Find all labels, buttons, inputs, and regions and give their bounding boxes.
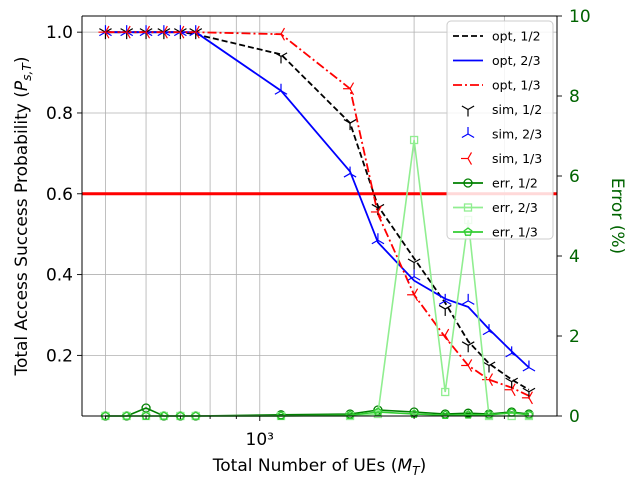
data-point (122, 411, 132, 420)
legend-label: sim, 1/3 (492, 151, 542, 166)
legend-entry: err, 2/3 (453, 200, 538, 215)
data-point (407, 288, 419, 302)
data-point (156, 25, 168, 39)
data-point (141, 411, 151, 420)
y-tick-label-left: 1.0 (46, 23, 73, 43)
legend-label: opt, 1/2 (492, 29, 541, 44)
legend-box (446, 20, 554, 240)
series-line (105, 407, 529, 417)
legend-marker (461, 152, 473, 165)
y-tick-label-right: 8 (569, 87, 580, 107)
legend-label: err, 2/3 (492, 200, 538, 215)
data-point (461, 341, 475, 353)
y-axis-label-right: Error (%) (607, 178, 627, 254)
legend-entry: err, 1/3 (453, 225, 538, 240)
y-tick-label-left: 0.8 (46, 104, 73, 124)
data-point (463, 409, 473, 419)
legend-entry: sim, 2/3 (461, 127, 542, 142)
legend-entry: opt, 2/3 (453, 53, 541, 68)
data-point (524, 409, 534, 419)
y-axis-label-left: Total Access Success Probability (Ps,T​) (12, 56, 34, 376)
legend-entry: opt, 1/3 (453, 78, 541, 93)
y-tick-label-right: 6 (569, 167, 580, 187)
data-point (373, 409, 383, 419)
legend-marker (463, 227, 473, 236)
axes: 10³ 0.2 0.4 0.6 0.8 1.0 0 2 4 6 8 10 Total Number of… (12, 7, 627, 478)
y-tick-label-right: 0 (569, 407, 580, 427)
data-point (276, 411, 286, 420)
data-point (505, 346, 519, 358)
data-point (461, 293, 475, 305)
legend-entry: opt, 1/2 (453, 29, 541, 44)
data-point (482, 324, 496, 336)
legend-marker (461, 105, 475, 117)
y-tick-label-left: 0.6 (46, 185, 73, 205)
data-point (441, 387, 450, 397)
data-point (274, 52, 288, 64)
x-tick-label: 10³ (246, 430, 274, 450)
data-point (173, 25, 185, 39)
legend-label: err, 1/2 (492, 176, 538, 191)
legend-label: sim, 1/2 (492, 102, 542, 117)
data-point (370, 205, 382, 219)
data-point (273, 27, 286, 41)
data-point (98, 25, 110, 39)
data-point (407, 269, 421, 281)
data-point (409, 135, 419, 145)
legend-marker (461, 127, 475, 139)
data-point (371, 233, 385, 245)
data-point (188, 25, 200, 39)
data-point (191, 411, 201, 420)
data-point (100, 411, 111, 420)
y-tick-label-right: 2 (569, 327, 580, 347)
data-point (438, 328, 450, 342)
data-point (521, 391, 533, 405)
series-4 (99, 28, 536, 399)
y-tick-label-left: 0.4 (46, 266, 73, 286)
legend-label: opt, 2/3 (492, 53, 541, 68)
data-point (345, 410, 355, 420)
data-point (343, 82, 355, 96)
legend: opt, 1/2 opt, 2/3 opt, 1/3 sim, 1/2 sim, 2/3… (446, 20, 554, 240)
x-axis-label: Total Number of UEs (MT​) (212, 456, 426, 478)
data-point (522, 360, 536, 372)
data-point (504, 383, 516, 397)
data-point (484, 409, 494, 419)
data-point (505, 377, 519, 389)
data-point (461, 359, 473, 372)
legend-entry: err, 1/2 (453, 176, 538, 191)
data-point (438, 293, 452, 305)
data-point (175, 411, 185, 420)
data-point (407, 258, 421, 270)
data-point (343, 119, 357, 131)
legend-marker (463, 203, 473, 212)
legend-entry: sim, 1/3 (461, 151, 542, 166)
data-point (440, 410, 450, 420)
y-tick-label-right: 4 (569, 247, 580, 267)
legend-label: sim, 2/3 (492, 127, 542, 142)
data-point (159, 411, 169, 420)
y-tick-label-right: 10 (569, 7, 591, 27)
legend-entry: sim, 1/2 (461, 102, 542, 117)
data-point (373, 407, 383, 416)
data-point (274, 83, 288, 95)
legend-marker (463, 178, 473, 188)
data-point (139, 25, 151, 39)
legend-label: err, 1/3 (492, 225, 538, 240)
y-tick-label-left: 0.2 (46, 346, 73, 366)
data-point (119, 25, 131, 39)
data-point (343, 166, 357, 178)
data-point (438, 304, 452, 316)
legend-label: opt, 1/3 (492, 78, 541, 93)
